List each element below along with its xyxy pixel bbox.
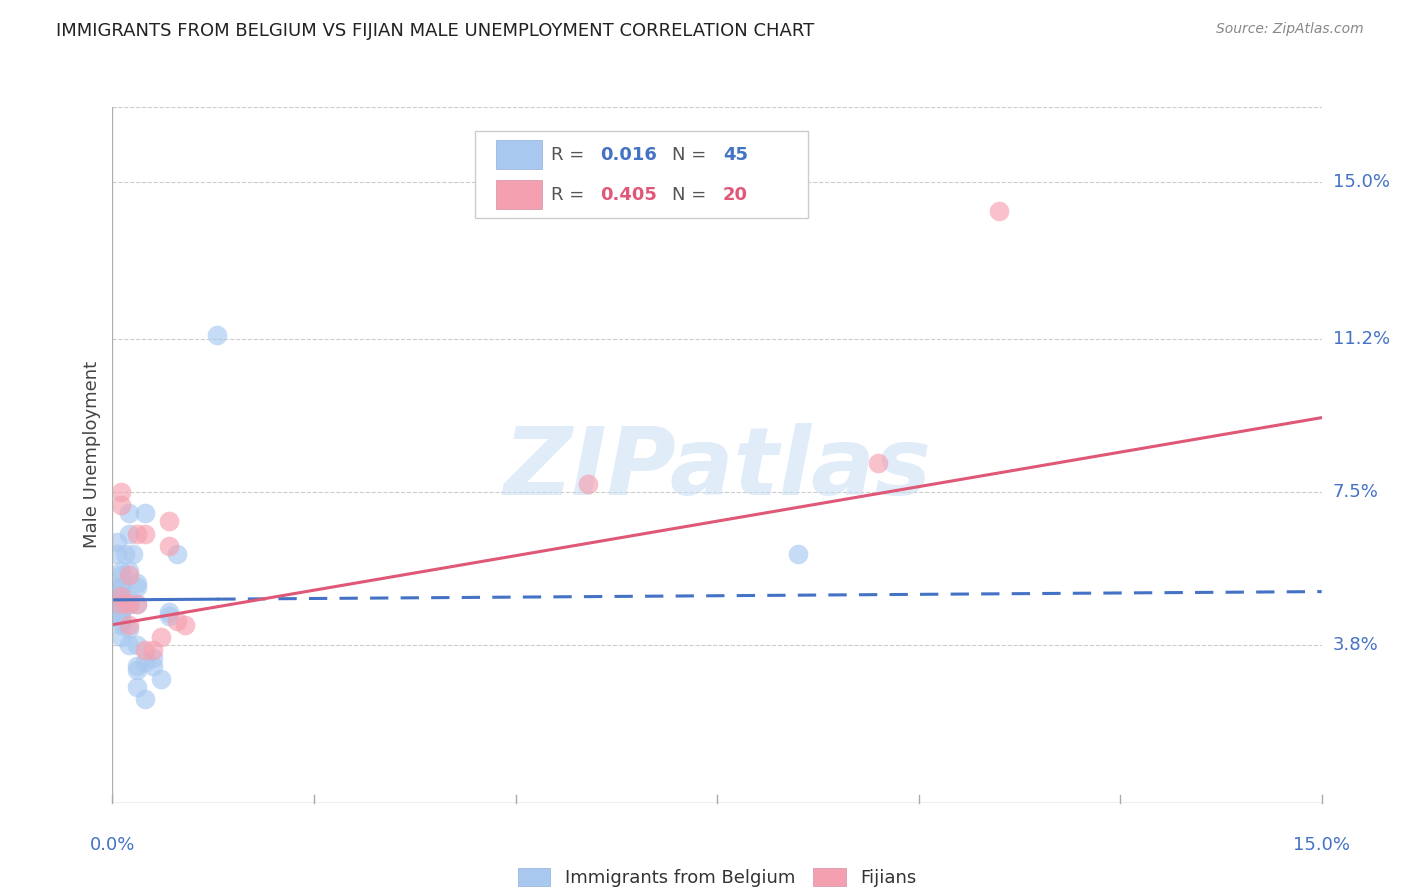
Text: N =: N = <box>672 186 713 204</box>
Point <box>110 614 132 628</box>
Point <box>134 642 156 657</box>
Point <box>117 639 139 653</box>
Point <box>134 526 156 541</box>
Point <box>125 663 148 677</box>
Text: 0.405: 0.405 <box>600 186 657 204</box>
Point <box>117 564 139 578</box>
Point <box>110 485 132 500</box>
Point <box>134 692 156 706</box>
Point <box>157 539 180 553</box>
Point <box>110 589 132 603</box>
Point <box>125 639 148 653</box>
Legend: Immigrants from Belgium, Fijians: Immigrants from Belgium, Fijians <box>510 861 924 892</box>
Point <box>110 581 132 595</box>
Point <box>988 203 1011 218</box>
Point <box>110 601 132 615</box>
Text: 20: 20 <box>723 186 748 204</box>
Point <box>117 526 139 541</box>
Point <box>142 659 165 673</box>
Point <box>117 617 139 632</box>
Point <box>117 592 139 607</box>
Point <box>110 617 132 632</box>
Text: 15.0%: 15.0% <box>1294 836 1350 854</box>
Point <box>125 659 148 673</box>
Point <box>110 589 132 603</box>
FancyBboxPatch shape <box>475 131 807 219</box>
Point <box>134 506 156 520</box>
Point <box>134 655 156 669</box>
Point <box>110 568 132 582</box>
Y-axis label: Male Unemployment: Male Unemployment <box>83 361 101 549</box>
Point <box>166 547 188 561</box>
Text: 3.8%: 3.8% <box>1333 636 1378 655</box>
Point <box>157 605 180 619</box>
Point <box>121 547 143 561</box>
Text: 11.2%: 11.2% <box>1333 330 1391 348</box>
Point <box>166 614 188 628</box>
Point <box>105 581 128 595</box>
Point <box>125 576 148 591</box>
Point <box>105 535 128 549</box>
Point <box>149 672 172 686</box>
Point <box>174 617 197 632</box>
Point <box>105 547 128 561</box>
Text: R =: R = <box>551 146 591 164</box>
Point <box>125 680 148 694</box>
Point <box>117 622 139 636</box>
Point <box>110 498 132 512</box>
Point <box>576 477 599 491</box>
Point <box>125 526 148 541</box>
Point <box>142 651 165 665</box>
Point <box>868 456 890 470</box>
Point <box>149 630 172 644</box>
Text: ZIPatlas: ZIPatlas <box>503 423 931 515</box>
Text: 0.0%: 0.0% <box>90 836 135 854</box>
Point <box>117 568 139 582</box>
Point <box>125 581 148 595</box>
Point <box>110 589 132 603</box>
Point <box>110 581 132 595</box>
Point <box>207 327 229 342</box>
Point <box>114 547 136 561</box>
Text: R =: R = <box>551 186 591 204</box>
Point <box>117 597 139 611</box>
Point <box>157 609 180 624</box>
Point <box>110 564 132 578</box>
Point <box>105 589 128 603</box>
Point <box>110 597 132 611</box>
Point <box>157 514 180 528</box>
Text: IMMIGRANTS FROM BELGIUM VS FIJIAN MALE UNEMPLOYMENT CORRELATION CHART: IMMIGRANTS FROM BELGIUM VS FIJIAN MALE U… <box>56 22 814 40</box>
Point <box>105 597 128 611</box>
Text: 7.5%: 7.5% <box>1333 483 1379 501</box>
Point <box>786 547 808 561</box>
Point <box>110 605 132 619</box>
Text: 45: 45 <box>723 146 748 164</box>
Point <box>125 597 148 611</box>
Text: N =: N = <box>672 146 713 164</box>
Point <box>142 642 165 657</box>
Point <box>125 597 148 611</box>
Point <box>117 506 139 520</box>
Text: Source: ZipAtlas.com: Source: ZipAtlas.com <box>1216 22 1364 37</box>
FancyBboxPatch shape <box>496 140 541 169</box>
Text: 15.0%: 15.0% <box>1333 172 1389 191</box>
Point <box>117 597 139 611</box>
Point <box>110 609 132 624</box>
Point <box>110 597 132 611</box>
Text: 0.016: 0.016 <box>600 146 657 164</box>
Point <box>110 630 132 644</box>
FancyBboxPatch shape <box>496 180 541 210</box>
